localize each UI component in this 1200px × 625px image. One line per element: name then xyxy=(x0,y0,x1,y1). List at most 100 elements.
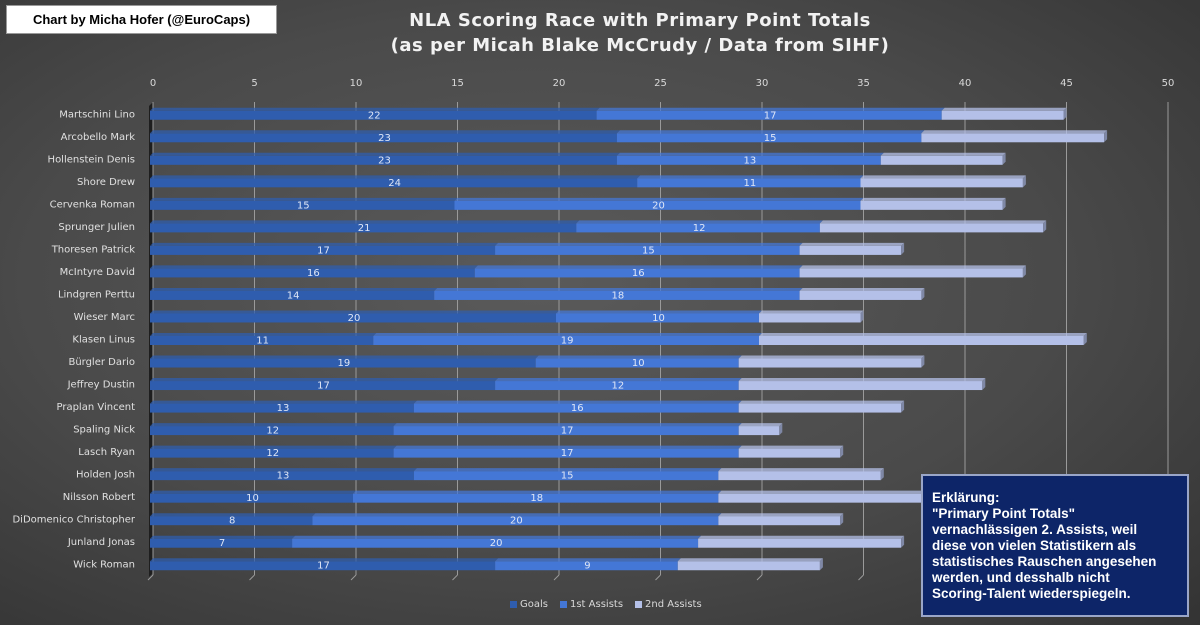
bar-segment-top xyxy=(150,490,356,494)
bar-segment-top xyxy=(150,265,478,269)
bar-segment-top xyxy=(698,535,905,539)
bar-segment-top xyxy=(150,242,499,246)
bar-segment-top xyxy=(880,152,1006,156)
data-label: 20 xyxy=(652,200,665,211)
data-label: 13 xyxy=(277,471,290,482)
bar-end-face xyxy=(779,423,783,436)
bar-segment-2nd-assists xyxy=(738,358,922,368)
bar-end-face xyxy=(901,535,905,548)
bar-end-face xyxy=(1104,130,1108,143)
data-label: 16 xyxy=(571,403,584,414)
bar-segment-goals xyxy=(150,516,313,526)
bar-segment-top xyxy=(353,490,722,494)
bar-segment-1st-assists xyxy=(495,245,800,255)
bar-end-face xyxy=(921,355,925,368)
bar-segment-top xyxy=(474,265,803,269)
chart-credit: Chart by Micha Hofer (@EuroCaps) xyxy=(6,5,277,34)
explanation-line: vernachlässigen 2. Assists, weil xyxy=(932,522,1138,537)
legend-label-second-assists: 2nd Assists xyxy=(645,599,702,610)
bar-segment-2nd-assists xyxy=(718,471,881,481)
bar-segment-top xyxy=(150,558,499,562)
bar-segment-1st-assists xyxy=(393,448,739,458)
bar-end-face xyxy=(819,558,823,571)
legend-item-second-assists: 2nd Assists xyxy=(635,599,702,610)
bar-segment-top xyxy=(677,558,823,562)
data-label: 15 xyxy=(561,471,574,482)
data-label: 12 xyxy=(612,381,625,392)
data-label: 16 xyxy=(632,268,645,279)
x-tick-label: 30 xyxy=(756,78,769,89)
bar-segment-1st-assists xyxy=(373,336,759,345)
category-label: Wieser Marc xyxy=(74,312,135,323)
bar-end-face xyxy=(921,287,925,300)
bar-segment-top xyxy=(373,333,762,336)
bar-segment-2nd-assists xyxy=(677,561,820,571)
bar-segment-top xyxy=(759,333,1087,336)
x-tick-label: 50 xyxy=(1162,78,1175,89)
x-tick-label: 35 xyxy=(857,78,870,89)
bar-segment-goals xyxy=(150,538,293,548)
bar-segment-goals xyxy=(150,313,556,323)
data-label: 17 xyxy=(317,561,330,572)
data-label: 15 xyxy=(642,245,655,256)
bar-segment-1st-assists xyxy=(474,268,800,278)
bar-segment-top xyxy=(454,197,864,201)
bar-segment-2nd-assists xyxy=(718,493,942,503)
category-label: DiDomenico Christopher xyxy=(12,515,135,526)
gridline-floor xyxy=(147,574,154,581)
category-label: McIntyre David xyxy=(60,267,135,278)
bar-end-face xyxy=(840,445,844,458)
data-label: 17 xyxy=(561,426,574,437)
gridline-floor xyxy=(553,574,560,581)
bar-segment-top xyxy=(819,220,1047,224)
bar-segment-1st-assists xyxy=(393,426,739,436)
category-label: Martschini Lino xyxy=(59,109,135,120)
bar-end-face xyxy=(982,378,986,391)
category-label: Hollenstein Denis xyxy=(48,154,135,165)
bar-segment-goals xyxy=(150,448,394,458)
bar-segment-top xyxy=(718,490,945,494)
data-label: 21 xyxy=(358,223,371,234)
bar-segment-top xyxy=(616,152,884,156)
x-tick-label: 10 xyxy=(350,78,363,89)
chart-title: NLA Scoring Race with Primary Point Tota… xyxy=(300,8,980,58)
data-label: 10 xyxy=(246,493,259,504)
bar-segment-top xyxy=(759,310,864,314)
bar-segment-goals xyxy=(150,268,475,278)
gridline-floor xyxy=(655,574,661,581)
data-label: 22 xyxy=(368,110,381,121)
category-label: Shore Drew xyxy=(77,177,135,188)
bar-segment-top xyxy=(718,513,844,517)
bar-segment-2nd-assists xyxy=(860,178,1023,188)
explanation-box: Erklärung: "Primary Point Totals" vernac… xyxy=(921,474,1189,617)
bar-segment-2nd-assists xyxy=(799,290,922,300)
chart-subtitle: (as per Micah Blake McCrudy / Data from … xyxy=(390,35,890,56)
bar-segment-top xyxy=(799,265,1026,269)
explanation-line: diese von vielen Statistikern als xyxy=(932,538,1137,553)
legend-item-first-assists: 1st Assists xyxy=(559,599,623,610)
bar-segment-goals xyxy=(150,381,496,391)
gridline-floor xyxy=(452,574,458,581)
explanation-line: "Primary Point Totals" xyxy=(932,506,1076,521)
legend-swatch-second-assists xyxy=(635,601,643,608)
legend-swatch-first-assists xyxy=(559,601,567,608)
data-label: 15 xyxy=(764,133,777,144)
bar-end-face xyxy=(880,468,884,481)
data-label: 20 xyxy=(348,313,361,324)
bar-end-face xyxy=(1002,152,1006,165)
explanation-line: statistisches Rauschen angesehen xyxy=(932,554,1157,569)
bar-segment-top xyxy=(150,310,559,314)
x-tick-label: 20 xyxy=(553,78,566,89)
bar-segment-top xyxy=(413,400,742,404)
bar-segment-top xyxy=(150,220,580,224)
bar-segment-2nd-assists xyxy=(738,448,841,458)
data-label: 20 xyxy=(490,538,503,549)
legend-label-goals: Goals xyxy=(520,599,548,610)
bar-segment-top xyxy=(150,423,397,427)
bar-segment-top xyxy=(150,152,620,156)
category-label: Thoresen Patrick xyxy=(51,244,136,255)
bar-segment-goals xyxy=(150,290,435,300)
category-label: Cervenka Roman xyxy=(50,199,135,210)
data-label: 19 xyxy=(337,358,350,369)
